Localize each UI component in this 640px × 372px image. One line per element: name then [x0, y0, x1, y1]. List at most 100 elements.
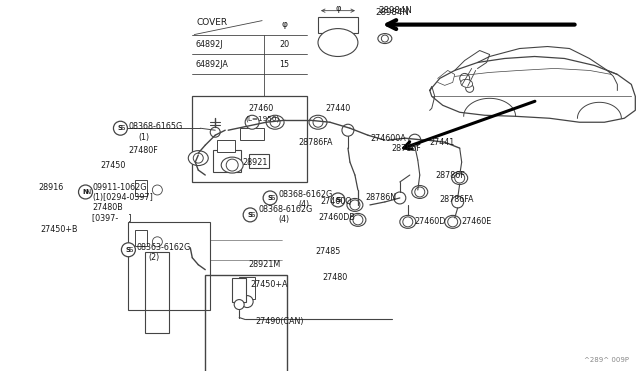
Text: S: S — [118, 125, 123, 131]
Text: 28786FA: 28786FA — [440, 195, 474, 205]
Text: φ: φ — [281, 20, 287, 29]
Text: 15: 15 — [279, 60, 289, 69]
Text: 274600A: 274600A — [370, 134, 406, 143]
Text: 27490(CAN): 27490(CAN) — [255, 317, 303, 326]
Text: (1)[0294-0397]: (1)[0294-0397] — [93, 193, 154, 202]
Circle shape — [466, 84, 474, 92]
Circle shape — [381, 35, 388, 42]
Text: S: S — [335, 197, 340, 203]
Text: 28786FA: 28786FA — [298, 138, 333, 147]
Text: 08363-6162G: 08363-6162G — [136, 243, 191, 252]
Bar — [129, 222, 210, 310]
Circle shape — [350, 200, 360, 210]
Circle shape — [394, 192, 406, 204]
Ellipse shape — [350, 214, 366, 226]
Bar — [136, 180, 147, 196]
Text: 27480F: 27480F — [129, 145, 158, 155]
Text: 64892JA: 64892JA — [195, 60, 228, 69]
Text: 28916: 28916 — [38, 183, 64, 192]
Ellipse shape — [266, 115, 284, 129]
Circle shape — [241, 296, 253, 308]
Bar — [249, 154, 269, 168]
Circle shape — [152, 185, 163, 195]
Text: S: S — [129, 247, 132, 253]
Bar — [239, 277, 255, 299]
Text: 27450+B: 27450+B — [40, 225, 78, 234]
Text: 28786F: 28786F — [436, 170, 465, 180]
Circle shape — [448, 217, 458, 227]
Text: S: S — [120, 125, 125, 131]
Text: S: S — [268, 195, 273, 201]
Text: 27460D: 27460D — [415, 217, 446, 227]
Ellipse shape — [318, 29, 358, 57]
Text: 28984N: 28984N — [378, 6, 412, 15]
Circle shape — [454, 173, 465, 183]
Bar — [213, 150, 241, 172]
Text: 27450+A: 27450+A — [250, 280, 287, 289]
Circle shape — [193, 153, 204, 163]
Circle shape — [403, 217, 413, 227]
Text: 27440: 27440 — [325, 104, 350, 113]
Text: (4): (4) — [278, 215, 289, 224]
Text: 27460Q: 27460Q — [320, 198, 351, 206]
Circle shape — [452, 196, 464, 208]
Ellipse shape — [412, 186, 428, 198]
Circle shape — [415, 187, 425, 197]
Bar — [192, 96, 307, 182]
Circle shape — [409, 134, 420, 146]
Circle shape — [270, 117, 280, 127]
Text: 28921: 28921 — [242, 158, 268, 167]
Text: 08368-6162G: 08368-6162G — [258, 205, 312, 214]
Circle shape — [152, 237, 163, 247]
Text: 27460E: 27460E — [461, 217, 492, 227]
Text: 27450: 27450 — [100, 161, 126, 170]
Circle shape — [353, 215, 363, 225]
Bar — [145, 252, 170, 333]
Ellipse shape — [245, 115, 259, 129]
Text: φ: φ — [335, 4, 340, 13]
Circle shape — [210, 127, 220, 137]
Text: 27441: 27441 — [430, 138, 455, 147]
Text: 27460: 27460 — [248, 104, 273, 113]
Circle shape — [243, 208, 257, 222]
Text: (1): (1) — [138, 133, 150, 142]
Text: 20: 20 — [279, 40, 289, 49]
Text: 27480: 27480 — [322, 273, 348, 282]
Text: 28984N: 28984N — [375, 8, 409, 17]
Bar — [205, 275, 287, 372]
Circle shape — [234, 299, 244, 310]
Circle shape — [263, 191, 277, 205]
Text: [0397-    ]: [0397- ] — [93, 214, 132, 222]
Circle shape — [113, 121, 127, 135]
Text: ^289^ 009P: ^289^ 009P — [584, 357, 629, 363]
Circle shape — [226, 159, 238, 171]
Bar — [136, 230, 147, 246]
Text: (2): (2) — [148, 253, 159, 262]
Text: (4): (4) — [298, 201, 309, 209]
Circle shape — [460, 73, 470, 83]
Text: 09911-1062G: 09911-1062G — [93, 183, 147, 192]
Text: 27485: 27485 — [315, 247, 340, 256]
Text: (L=1950): (L=1950) — [245, 115, 280, 122]
Ellipse shape — [452, 171, 468, 185]
Bar — [240, 128, 264, 140]
Text: COVER: COVER — [196, 18, 227, 27]
Text: 08368-6165G: 08368-6165G — [129, 122, 182, 131]
Ellipse shape — [188, 151, 208, 166]
Bar — [217, 140, 235, 152]
Text: 64892J: 64892J — [195, 40, 223, 49]
Text: S: S — [338, 197, 342, 203]
Circle shape — [122, 243, 136, 257]
Ellipse shape — [309, 115, 327, 129]
Text: 28786F: 28786F — [392, 144, 422, 153]
Ellipse shape — [347, 198, 363, 211]
Text: S: S — [126, 247, 131, 253]
Circle shape — [313, 117, 323, 127]
Ellipse shape — [378, 33, 392, 44]
Bar — [232, 278, 246, 302]
Text: 08368-6162G: 08368-6162G — [278, 190, 332, 199]
Text: 27460DB: 27460DB — [318, 214, 355, 222]
Ellipse shape — [221, 157, 243, 173]
Bar — [318, 17, 358, 33]
Ellipse shape — [461, 79, 472, 87]
